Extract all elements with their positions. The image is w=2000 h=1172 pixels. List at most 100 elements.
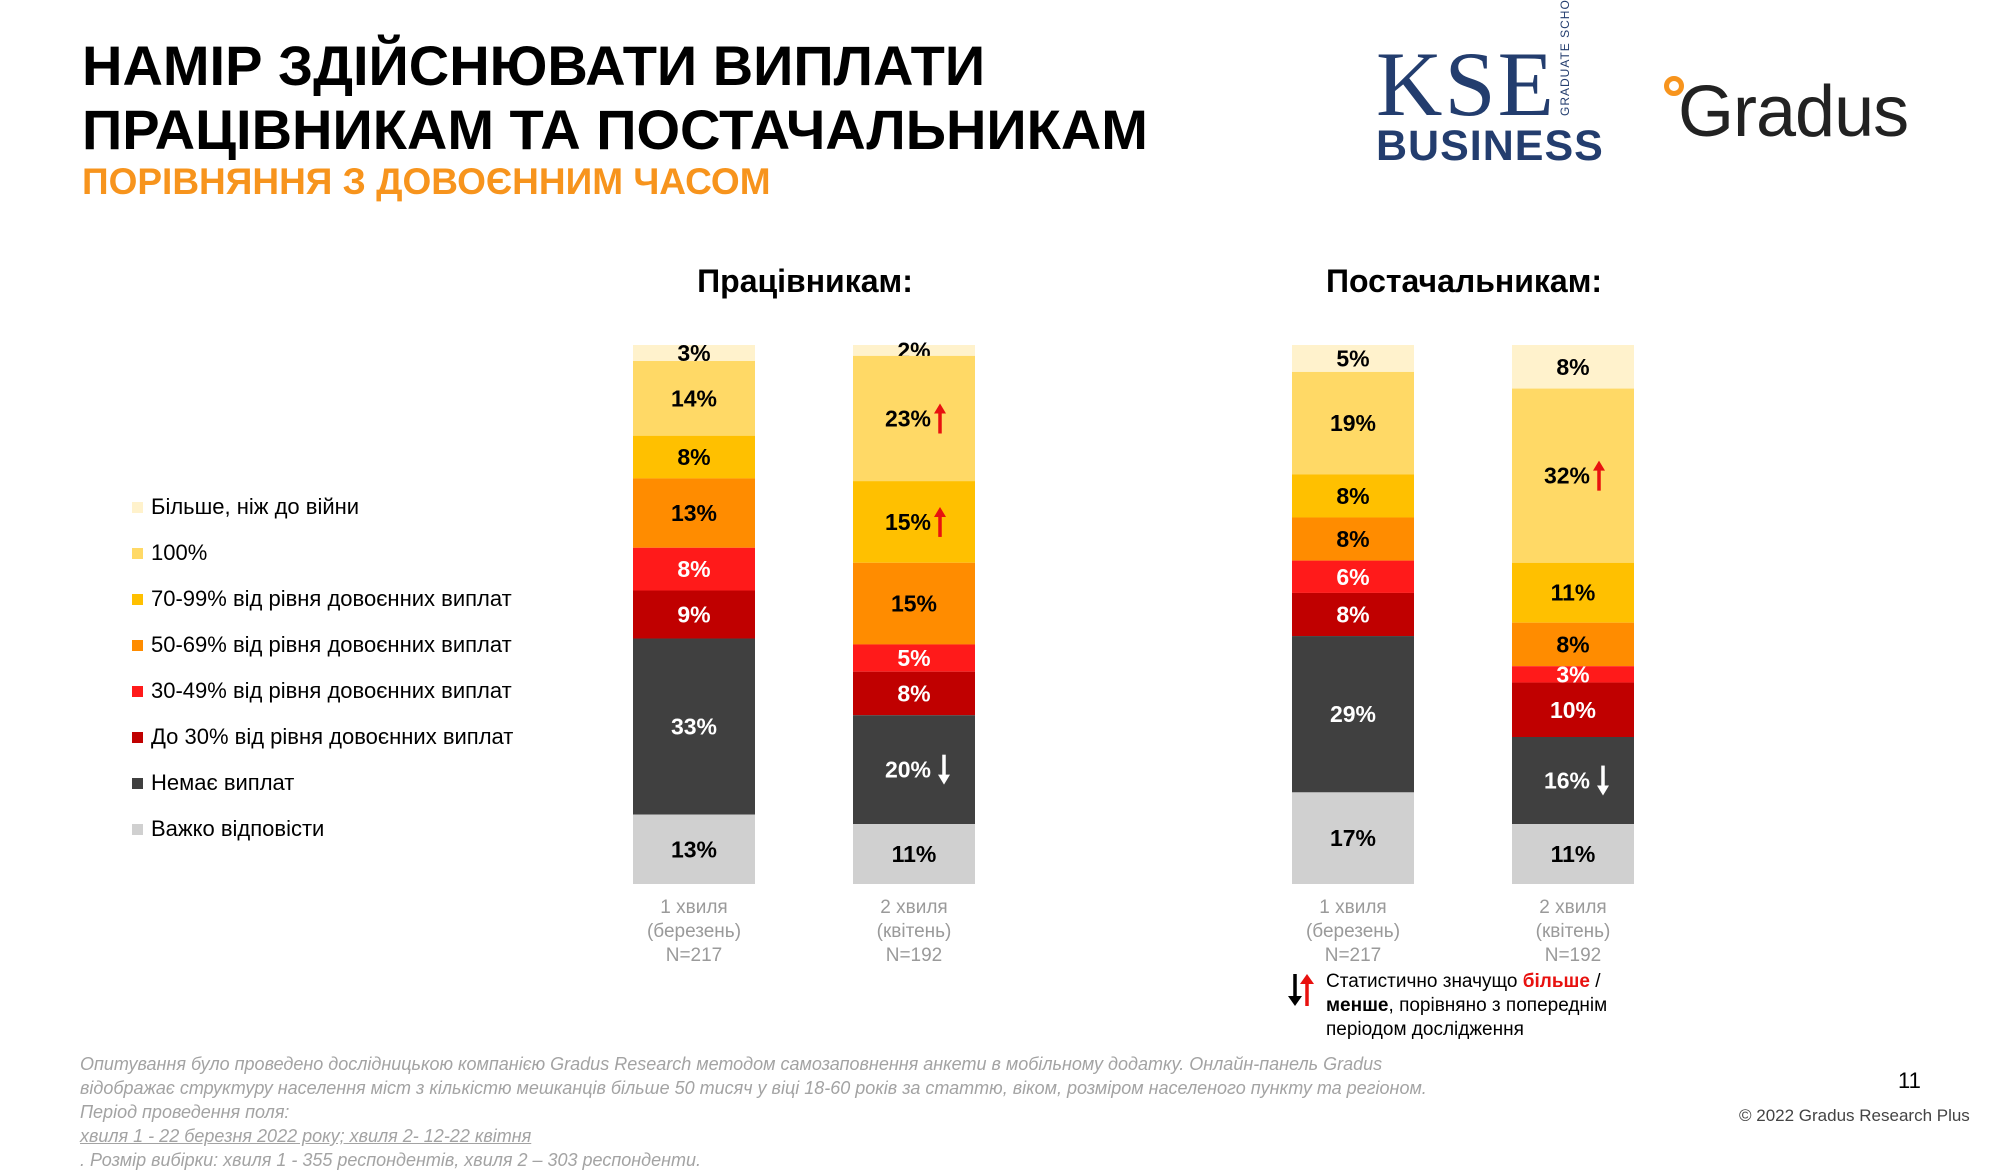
data-label: 16%	[1544, 768, 1590, 794]
legend-label: До 30% від рівня довоєнних виплат	[151, 724, 514, 749]
bar-segment	[1292, 592, 1414, 637]
data-label: 13%	[671, 500, 717, 526]
bar-segment	[1292, 474, 1414, 518]
page-subtitle: ПОРІВНЯННЯ З ДОВОЄННИМ ЧАСОМ	[82, 161, 771, 202]
footnote-sample-size: . Розмір вибірки: хвиля 1 - 355 респонде…	[80, 1150, 702, 1170]
data-label: 29%	[1330, 701, 1376, 727]
category-label: (квітень)	[1536, 921, 1611, 942]
bar-segment	[1512, 737, 1634, 825]
legend-label: Більше, ніж до війни	[151, 494, 360, 519]
bar-segment	[633, 435, 755, 479]
footnote-line-1: Опитування було проведено дослідницькою …	[80, 1054, 1383, 1074]
footnote-line-2: відображає структуру населення міст з кі…	[80, 1078, 1427, 1098]
data-label: 9%	[677, 602, 710, 628]
footnote-period-prefix: Період проведення поля:	[80, 1102, 290, 1122]
data-label: 8%	[677, 444, 710, 470]
legend-item: 70-99% від рівня довоєнних виплат	[132, 576, 513, 622]
legend-swatch	[132, 501, 143, 513]
bar-segment	[633, 361, 755, 436]
kse-logo-business: BUSINESS	[1376, 122, 1604, 170]
category-label: 2 хвиля	[1539, 897, 1606, 918]
category-label: N=192	[1545, 945, 1602, 966]
sig-up-arrow-icon	[934, 403, 946, 434]
bar-segment	[1292, 636, 1414, 793]
bar-segment	[1512, 622, 1634, 667]
page-number: 11	[1898, 1068, 1921, 1093]
data-label: 5%	[1336, 345, 1369, 371]
footnote-period-dates: хвиля 1 - 22 березня 2022 року; хвиля 2-…	[80, 1126, 532, 1146]
bar-segment	[633, 638, 755, 815]
legend-swatch	[132, 823, 143, 835]
sig-up-arrow-icon	[1593, 460, 1605, 491]
bar-segment	[853, 671, 975, 716]
bar-segment	[1512, 824, 1634, 884]
bar-segment	[1512, 666, 1634, 683]
category-label: 1 хвиля	[660, 897, 727, 918]
methodology-footnote: Опитування було проведено дослідницькою …	[80, 1052, 1660, 1172]
bar-segment	[1512, 388, 1634, 563]
data-label: 8%	[1556, 631, 1589, 657]
data-label: 10%	[1550, 697, 1596, 723]
page-title: НАМІР ЗДІЙСНЮВАТИ ВИПЛАТИ ПРАЦІВНИКАМ ТА…	[82, 34, 1148, 162]
data-label: 6%	[1336, 564, 1369, 590]
legend-label: Немає виплат	[151, 770, 295, 795]
data-label: 8%	[897, 680, 930, 706]
legend-label: 30-49% від рівня довоєнних виплат	[151, 678, 512, 703]
significance-suffix: , порівняно з попереднім періодом дослід…	[1326, 995, 1608, 1040]
significance-less: менше	[1326, 995, 1389, 1016]
bar-segment	[853, 824, 975, 884]
sig-down-arrow-icon	[1597, 765, 1609, 796]
legend-item: 50-69% від рівня довоєнних виплат	[132, 622, 513, 668]
legend-label: Важко відповісти	[151, 816, 325, 841]
significance-note: Статистично значущо більше / менше, порі…	[1326, 970, 1666, 1042]
legend-swatch	[132, 547, 143, 559]
legend-item: Немає виплат	[132, 760, 513, 806]
legend-item: Важко відповісти	[132, 806, 513, 852]
category-label: (березень)	[647, 921, 741, 942]
kse-logo-word: KSE	[1376, 33, 1556, 135]
bar-segment	[633, 590, 755, 639]
data-label: 15%	[891, 591, 937, 617]
significance-prefix: Статистично значущо	[1326, 971, 1523, 992]
bar-segment	[633, 478, 755, 548]
data-label: 8%	[1336, 602, 1369, 628]
bar-segment	[1512, 562, 1634, 623]
footnote-line-3: Період проведення поля: хвиля 1 - 22 бер…	[80, 1100, 1660, 1172]
legend-swatch	[132, 777, 143, 789]
bar-segment	[1292, 517, 1414, 561]
data-label: 8%	[677, 556, 710, 582]
category-label: (березень)	[1306, 921, 1400, 942]
data-label: 8%	[1336, 526, 1369, 552]
bar-segment	[633, 547, 755, 591]
legend-label: 70-99% від рівня довоєнних виплат	[151, 586, 512, 611]
chart-legend: Більше, ніж до війни 100% 70-99% від рів…	[132, 484, 513, 852]
sig-down-arrow-icon	[938, 754, 950, 785]
data-label: 11%	[892, 841, 937, 867]
data-label: 17%	[1330, 825, 1376, 851]
legend-swatch	[132, 639, 143, 651]
sig-up-arrow-icon	[934, 506, 946, 537]
bar-segment	[853, 481, 975, 563]
legend-swatch	[132, 685, 143, 697]
data-label: 11%	[1551, 580, 1596, 606]
significance-arrows-icon	[1288, 974, 1314, 1006]
data-label: 11%	[1551, 841, 1596, 867]
page-title-line-1: НАМІР ЗДІЙСНЮВАТИ ВИПЛАТИ	[82, 34, 986, 97]
bar-segment	[853, 562, 975, 645]
category-label: N=217	[666, 945, 723, 966]
data-label: 14%	[671, 385, 717, 411]
legend-item: 100%	[132, 530, 513, 576]
page-title-line-2: ПРАЦІВНИКАМ ТА ПОСТАЧАЛЬНИКАМ	[82, 98, 1148, 161]
bar-segment	[853, 355, 975, 482]
category-label: N=192	[886, 945, 943, 966]
bar-segment	[1292, 371, 1414, 475]
legend-item: Більше, ніж до війни	[132, 484, 513, 530]
bar-segment	[853, 715, 975, 825]
gradus-logo-word: Gradus	[1678, 72, 1909, 152]
bar-segment	[633, 814, 755, 884]
legend-label: 100%	[151, 540, 208, 565]
data-label: 23%	[885, 406, 931, 432]
bar-segment	[1292, 792, 1414, 884]
data-label: 19%	[1330, 410, 1376, 436]
significance-sep: /	[1589, 971, 1601, 992]
